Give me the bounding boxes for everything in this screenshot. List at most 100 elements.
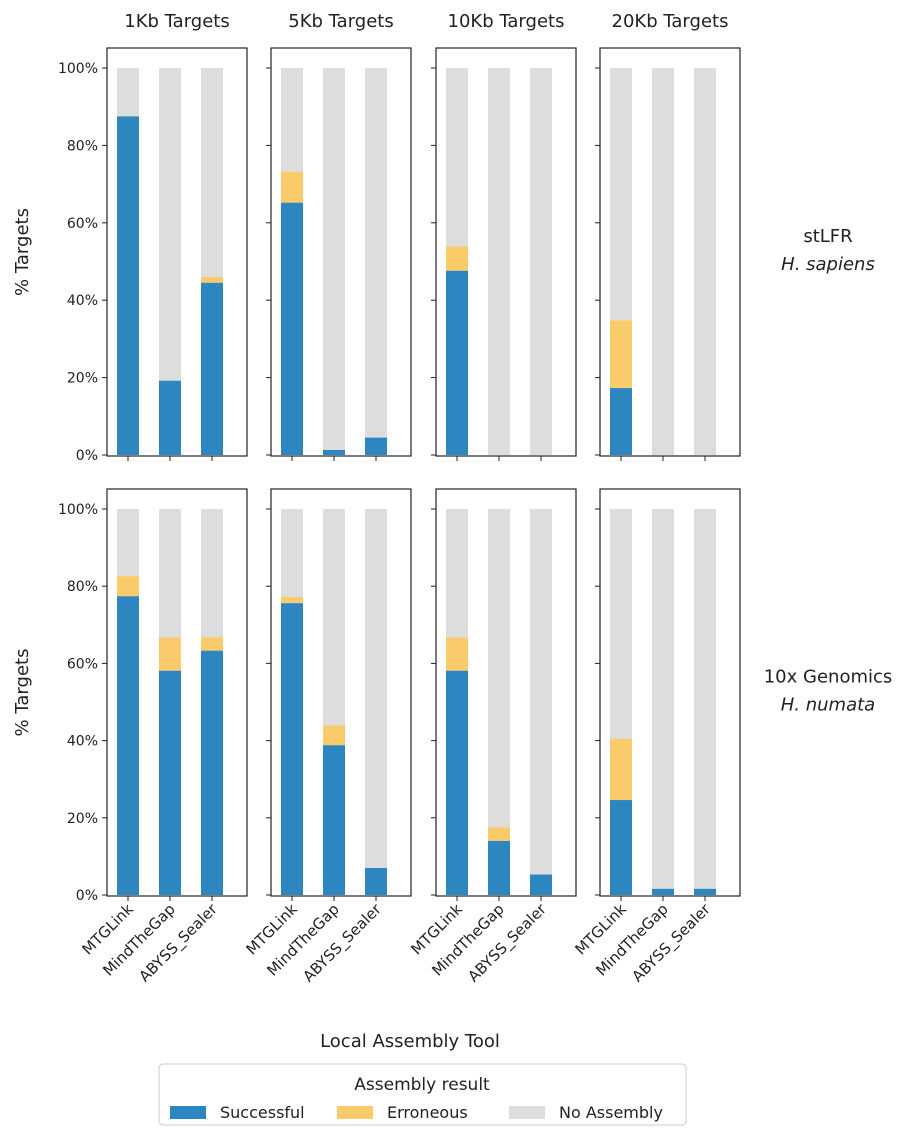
y-axis-label: % Targets (12, 649, 33, 737)
bar-erroneous (281, 597, 303, 604)
bar-erroneous (281, 171, 303, 203)
bar-no-assembly (117, 68, 139, 117)
bar-successful (323, 449, 345, 455)
bar-erroneous (488, 827, 510, 841)
bar-successful (159, 380, 181, 455)
row-label-species: H. sapiens (781, 254, 875, 275)
panel-frame (270, 47, 412, 457)
bar-no-assembly (446, 509, 468, 638)
bar-erroneous (201, 276, 223, 283)
y-tick-label: 60% (67, 216, 98, 232)
bar-erroneous (446, 246, 468, 271)
bar-no-assembly (323, 68, 345, 450)
chart-panel: 0% 20% 40% 60% 80% 100% (58, 47, 248, 464)
y-axis-label: % Targets (12, 208, 33, 296)
bar-erroneous (201, 637, 223, 651)
bar-no-assembly (488, 68, 510, 455)
bar-erroneous (610, 320, 632, 389)
panel-frame (599, 488, 741, 897)
panel-frame (106, 47, 248, 457)
bar-no-assembly (530, 509, 552, 875)
bar-successful (117, 116, 139, 455)
column-title: 10Kb Targets (448, 11, 565, 32)
bar-successful (117, 596, 139, 895)
bar-no-assembly (159, 509, 181, 638)
bar-successful (323, 745, 345, 895)
bar-successful (365, 867, 387, 895)
chart-panel (266, 47, 412, 461)
bar-no-assembly (694, 68, 716, 455)
y-tick-label: 100% (58, 61, 98, 77)
bar-no-assembly (281, 509, 303, 598)
legend: Assembly result Successful Erroneous No Ass… (158, 1063, 687, 1126)
chart-panel (595, 47, 741, 461)
y-tick-label: 0% (76, 888, 98, 904)
y-tick-label: 80% (67, 579, 98, 595)
legend-title: Assembly result (354, 1075, 490, 1095)
y-tick-label: 60% (67, 656, 98, 672)
legend-entry-label: Erroneous (387, 1103, 468, 1122)
bar-no-assembly (201, 509, 223, 638)
bar-successful (530, 874, 552, 895)
bar-no-assembly (117, 509, 139, 577)
bar-no-assembly (610, 509, 632, 739)
y-tick-label: 40% (67, 293, 98, 309)
y-tick-label: 40% (67, 734, 98, 750)
panel-frame (435, 488, 577, 897)
column-title: 20Kb Targets (612, 11, 729, 32)
y-tick-label: 100% (58, 502, 98, 518)
column-title: 1Kb Targets (124, 11, 229, 32)
bar-successful (446, 670, 468, 895)
bar-successful (446, 270, 468, 455)
panel-frame (270, 488, 412, 897)
bar-erroneous (323, 725, 345, 746)
bar-successful (488, 840, 510, 895)
y-tick-label: 0% (76, 448, 98, 464)
row-label-species: H. numata (781, 695, 875, 716)
bar-successful (610, 388, 632, 455)
bar-no-assembly (201, 68, 223, 277)
panel-frame (599, 47, 741, 457)
bar-erroneous (117, 576, 139, 597)
chart-panel: MTGLinkMindTheGapABYSS_Sealer0%20%40%60%… (58, 488, 248, 986)
bar-no-assembly (610, 68, 632, 321)
bar-successful (201, 650, 223, 895)
bar-no-assembly (488, 509, 510, 828)
bar-no-assembly (365, 68, 387, 438)
bar-erroneous (446, 637, 468, 671)
bar-no-assembly (530, 68, 552, 455)
legend-swatch (337, 1106, 373, 1119)
y-tick-label: 20% (67, 371, 98, 387)
bar-no-assembly (323, 509, 345, 726)
y-tick-label: 20% (67, 811, 98, 827)
bar-no-assembly (365, 509, 387, 868)
legend-entry-label: No Assembly (559, 1103, 663, 1122)
chart-panel (431, 47, 577, 461)
y-tick-label: 80% (67, 138, 98, 154)
bar-no-assembly (694, 509, 716, 889)
x-axis-label: Local Assembly Tool (320, 1031, 500, 1052)
panel-frame (435, 47, 577, 457)
row-label-dataset: stLFR (803, 226, 852, 247)
bar-no-assembly (159, 68, 181, 381)
legend-swatch (509, 1106, 545, 1119)
bar-no-assembly (652, 68, 674, 455)
panel-frame (106, 488, 248, 897)
bar-erroneous (159, 637, 181, 671)
bar-successful (610, 800, 632, 895)
legend-swatch (170, 1106, 206, 1119)
bar-successful (281, 603, 303, 895)
bar-erroneous (610, 738, 632, 801)
bar-successful (281, 202, 303, 455)
bar-successful (694, 888, 716, 895)
bar-no-assembly (652, 509, 674, 889)
row-label-dataset: 10x Genomics (764, 667, 893, 688)
bar-successful (365, 437, 387, 455)
bar-successful (159, 670, 181, 895)
column-title: 5Kb Targets (288, 11, 393, 32)
bar-no-assembly (281, 68, 303, 172)
legend-box (158, 1063, 687, 1126)
